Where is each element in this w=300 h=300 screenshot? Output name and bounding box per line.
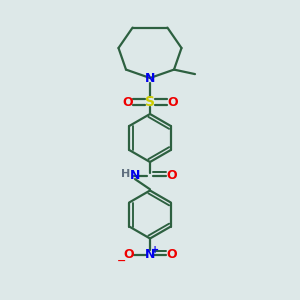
Text: H: H: [122, 169, 130, 179]
Text: O: O: [166, 248, 177, 262]
Text: −: −: [117, 255, 127, 266]
Text: O: O: [167, 95, 178, 109]
Text: O: O: [166, 169, 177, 182]
Text: O: O: [122, 95, 133, 109]
Text: N: N: [145, 248, 155, 262]
Text: S: S: [145, 95, 155, 109]
Text: N: N: [130, 169, 140, 182]
Text: N: N: [145, 71, 155, 85]
Text: O: O: [123, 248, 134, 262]
Text: +: +: [151, 244, 159, 255]
